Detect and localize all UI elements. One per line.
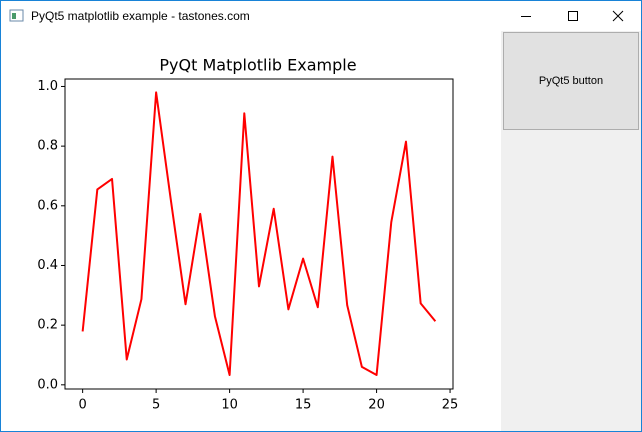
- x-tick-label: 10: [221, 398, 238, 413]
- x-tick-label: 15: [295, 398, 312, 413]
- y-tick-label: 0.4: [37, 258, 58, 273]
- y-tick-label: 0.6: [37, 198, 58, 213]
- app-icon-detail: [12, 13, 16, 19]
- line-series: [81, 91, 437, 376]
- x-tick-label: 5: [152, 398, 160, 413]
- y-tick-label: 0.8: [37, 139, 58, 154]
- y-tick-label: 1.0: [37, 79, 58, 94]
- chart-title: PyQt Matplotlib Example: [159, 56, 356, 75]
- x-tick-label: 25: [442, 398, 459, 413]
- chart: PyQt Matplotlib Example 0 5 10 15 20 25 0.0 0.2…: [37, 56, 459, 413]
- y-tick-label: 0.2: [37, 318, 58, 333]
- x-tick-label: 20: [368, 398, 385, 413]
- axes-frame: [64, 78, 454, 390]
- side-panel: PyQt5 button: [501, 31, 641, 431]
- y-tick-label: 0.0: [37, 377, 58, 392]
- app-icon: [9, 9, 24, 22]
- title-bar-icons: [9, 9, 624, 22]
- window-title: PyQt5 matplotlib example - tastones.com: [31, 9, 250, 23]
- push-button[interactable]: PyQt5 button: [503, 32, 639, 130]
- title-bar: PyQt5 matplotlib example - tastones.com: [1, 1, 641, 31]
- maximize-button[interactable]: [568, 11, 578, 21]
- close-button[interactable]: [612, 10, 624, 22]
- x-tick-label: 0: [78, 398, 86, 413]
